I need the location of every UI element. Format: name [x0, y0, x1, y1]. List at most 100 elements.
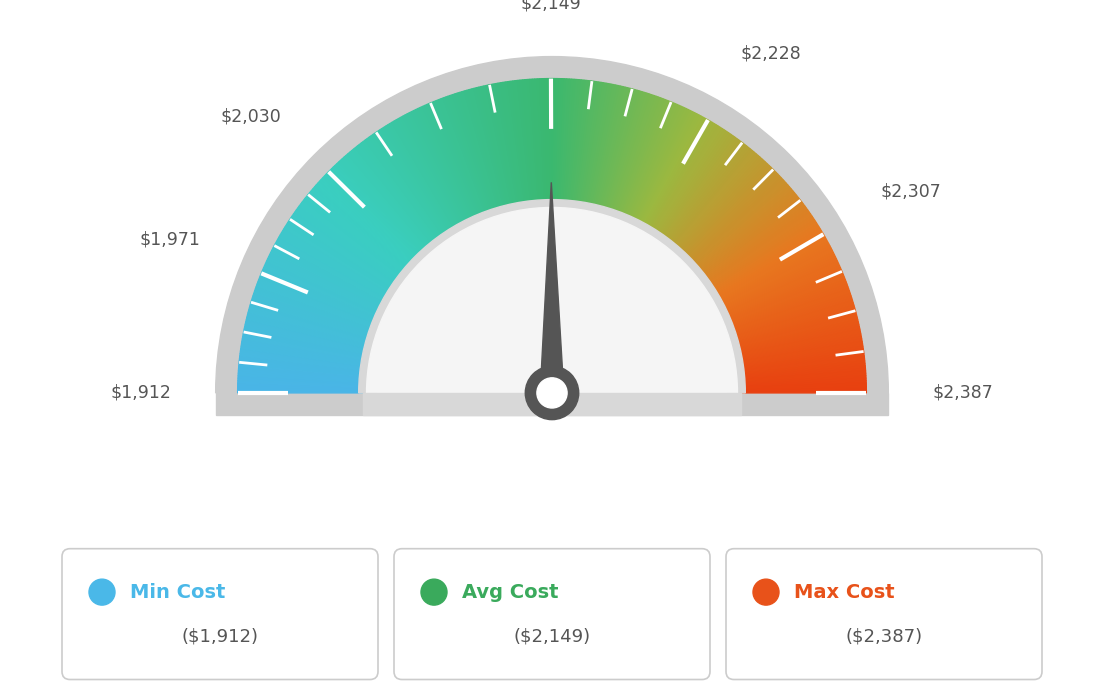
Wedge shape: [661, 137, 736, 240]
Wedge shape: [721, 255, 836, 311]
Wedge shape: [288, 220, 394, 290]
Wedge shape: [731, 291, 850, 333]
Wedge shape: [740, 371, 866, 381]
Wedge shape: [251, 303, 371, 340]
Wedge shape: [237, 381, 363, 387]
Wedge shape: [434, 101, 482, 218]
Wedge shape: [616, 97, 661, 216]
Wedge shape: [623, 101, 672, 219]
Wedge shape: [265, 264, 380, 317]
Wedge shape: [657, 132, 729, 237]
Wedge shape: [740, 364, 866, 377]
Wedge shape: [280, 233, 390, 298]
Wedge shape: [587, 84, 614, 208]
Wedge shape: [247, 315, 370, 348]
Wedge shape: [272, 248, 384, 307]
Wedge shape: [611, 94, 651, 214]
Wedge shape: [244, 329, 368, 356]
Wedge shape: [416, 108, 471, 223]
Wedge shape: [669, 146, 749, 246]
Wedge shape: [258, 279, 376, 326]
Wedge shape: [293, 214, 396, 287]
Wedge shape: [240, 361, 364, 375]
Wedge shape: [690, 178, 783, 265]
Wedge shape: [436, 100, 484, 217]
Wedge shape: [278, 237, 389, 301]
Wedge shape: [348, 152, 431, 250]
Wedge shape: [237, 383, 363, 388]
Wedge shape: [636, 112, 694, 225]
Wedge shape: [654, 128, 722, 235]
Wedge shape: [244, 327, 368, 355]
Wedge shape: [506, 81, 526, 206]
Wedge shape: [266, 262, 381, 315]
Wedge shape: [258, 277, 376, 325]
Wedge shape: [591, 85, 618, 208]
Wedge shape: [741, 388, 867, 391]
Wedge shape: [440, 98, 487, 217]
Wedge shape: [659, 135, 733, 239]
Circle shape: [526, 366, 578, 420]
Wedge shape: [392, 121, 457, 230]
Wedge shape: [693, 185, 789, 269]
Wedge shape: [237, 391, 363, 393]
Wedge shape: [735, 317, 858, 349]
Wedge shape: [651, 126, 721, 234]
Wedge shape: [737, 332, 861, 357]
Wedge shape: [367, 208, 737, 393]
Wedge shape: [715, 237, 826, 301]
Wedge shape: [299, 204, 401, 281]
Wedge shape: [595, 87, 625, 210]
Wedge shape: [701, 200, 802, 279]
Wedge shape: [737, 339, 862, 362]
Wedge shape: [682, 166, 771, 257]
Wedge shape: [561, 79, 570, 205]
Wedge shape: [287, 222, 393, 292]
Wedge shape: [741, 386, 867, 390]
Wedge shape: [241, 351, 365, 369]
Wedge shape: [728, 279, 846, 326]
Wedge shape: [647, 121, 712, 230]
Wedge shape: [740, 358, 864, 374]
Text: ($2,387): ($2,387): [846, 627, 923, 645]
Wedge shape: [246, 319, 369, 351]
Wedge shape: [741, 383, 867, 388]
Text: Min Cost: Min Cost: [130, 582, 225, 602]
Wedge shape: [330, 169, 420, 259]
Wedge shape: [577, 81, 596, 206]
Wedge shape: [703, 206, 806, 282]
Wedge shape: [741, 381, 867, 387]
Wedge shape: [586, 83, 611, 208]
Wedge shape: [496, 83, 520, 208]
Wedge shape: [720, 248, 832, 307]
Wedge shape: [569, 80, 582, 205]
Wedge shape: [740, 356, 864, 372]
Wedge shape: [238, 371, 364, 381]
Wedge shape: [432, 101, 481, 219]
Wedge shape: [629, 106, 683, 221]
Wedge shape: [275, 241, 386, 304]
Wedge shape: [380, 129, 449, 235]
Text: Max Cost: Max Cost: [794, 582, 894, 602]
Wedge shape: [259, 275, 378, 324]
Wedge shape: [308, 193, 406, 274]
Wedge shape: [237, 378, 363, 386]
Wedge shape: [578, 81, 598, 206]
Wedge shape: [518, 80, 533, 206]
Wedge shape: [731, 293, 851, 335]
Wedge shape: [421, 106, 475, 221]
Wedge shape: [412, 110, 469, 224]
Wedge shape: [359, 199, 745, 393]
Wedge shape: [687, 172, 777, 262]
Wedge shape: [725, 268, 841, 319]
Wedge shape: [602, 90, 637, 211]
Text: ($1,912): ($1,912): [181, 627, 258, 645]
Wedge shape: [724, 264, 839, 317]
Wedge shape: [339, 161, 425, 255]
Wedge shape: [251, 300, 372, 339]
Wedge shape: [739, 344, 863, 365]
Wedge shape: [732, 298, 852, 337]
Wedge shape: [396, 119, 460, 229]
Wedge shape: [626, 104, 677, 220]
Wedge shape: [565, 79, 576, 205]
